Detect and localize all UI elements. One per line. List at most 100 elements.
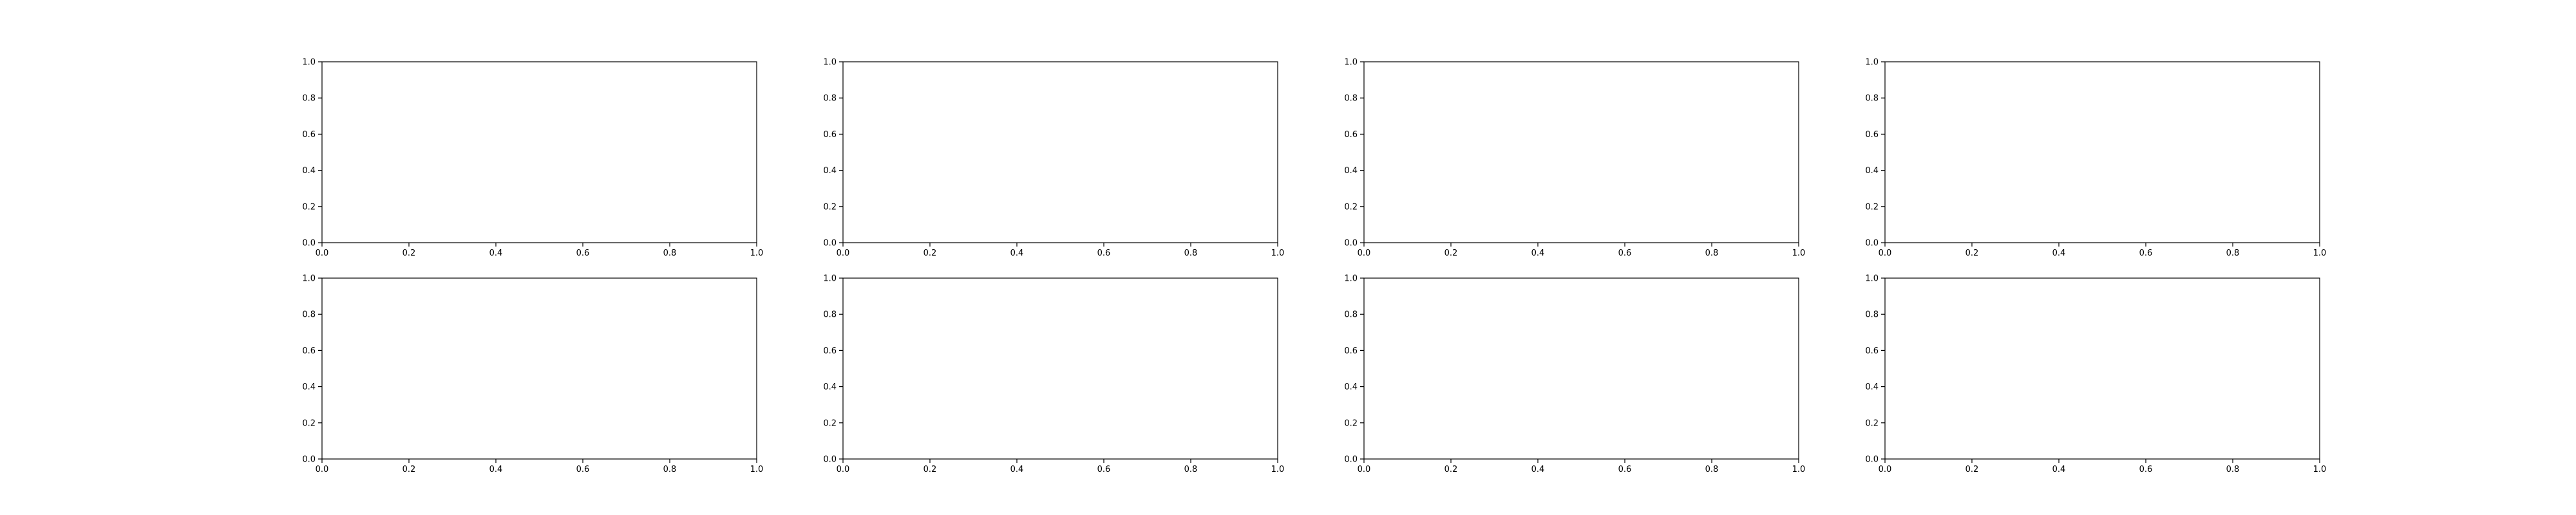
y-tick-label: 0.6 xyxy=(302,346,316,356)
axes-frame xyxy=(321,61,757,243)
x-tick-label: 0.0 xyxy=(1358,248,1371,258)
y-tick-label: 0.4 xyxy=(1344,166,1358,176)
y-tick-label: 1.0 xyxy=(1344,274,1358,284)
x-tick-label: 0.0 xyxy=(1358,465,1371,474)
y-tick-label: 0.6 xyxy=(1344,346,1358,356)
x-tick-label: 0.2 xyxy=(402,465,416,474)
y-tick-label: 0.6 xyxy=(1865,346,1879,356)
subplot-8: 0.0 0.2 0.4 0.6 0.8 1.0 0.0 0.2 0.4 0.6 0.8 1.0 xyxy=(1865,274,2326,475)
y-tick-label: 1.0 xyxy=(1865,274,1879,284)
x-tick-label: 0.0 xyxy=(1879,465,1892,474)
subplot-5: 0.0 0.2 0.4 0.6 0.8 1.0 0.0 0.2 0.4 0.6 0.8 1.0 xyxy=(302,274,763,475)
y-tick-label: 0.0 xyxy=(302,455,316,465)
x-tick-label: 0.6 xyxy=(576,248,590,258)
y-tick-label: 0.2 xyxy=(1344,202,1358,212)
y-tick-label: 0.6 xyxy=(823,346,837,356)
x-tick-label: 0.4 xyxy=(1531,248,1545,258)
x-tick-label: 0.6 xyxy=(1097,248,1111,258)
x-tick-label: 0.6 xyxy=(1618,248,1632,258)
subplot-7: 0.0 0.2 0.4 0.6 0.8 1.0 0.0 0.2 0.4 0.6 0.8 1.0 xyxy=(1344,274,1805,475)
x-tick-label: 1.0 xyxy=(2313,465,2327,474)
y-tick-label: 0.8 xyxy=(1344,94,1358,104)
x-tick-label: 1.0 xyxy=(1271,465,1285,474)
x-tick-label: 0.8 xyxy=(2226,465,2240,474)
y-tick-label: 0.8 xyxy=(1344,310,1358,320)
x-tick-label: 0.2 xyxy=(1444,248,1458,258)
x-tick-label: 0.8 xyxy=(1705,248,1719,258)
subplot-3: 0.0 0.2 0.4 0.6 0.8 1.0 0.0 0.2 0.4 0.6 0.8 1.0 xyxy=(1344,58,1805,259)
y-tick-label: 1.0 xyxy=(302,274,316,284)
y-tick-label: 0.8 xyxy=(1865,94,1879,104)
subplot-6: 0.0 0.2 0.4 0.6 0.8 1.0 0.0 0.2 0.4 0.6 0.8 1.0 xyxy=(823,274,1284,475)
x-tick-label: 0.4 xyxy=(1010,248,1024,258)
x-tick-label: 0.2 xyxy=(923,465,937,474)
x-tick-label: 0.4 xyxy=(489,465,503,474)
axes-frame xyxy=(1363,61,1799,243)
y-tick-label: 0.8 xyxy=(823,310,837,320)
x-tick-label: 0.4 xyxy=(2052,465,2066,474)
y-tick-label: 0.2 xyxy=(302,202,316,212)
x-tick-label: 0.8 xyxy=(2226,248,2240,258)
y-tick-label: 0.8 xyxy=(302,94,316,104)
y-tick-label: 0.4 xyxy=(1344,382,1358,392)
y-tick-label: 1.0 xyxy=(1344,58,1358,68)
x-tick-label: 0.0 xyxy=(1879,248,1892,258)
x-tick-label: 1.0 xyxy=(1792,248,1806,258)
x-tick-label: 0.2 xyxy=(1965,465,1979,474)
x-tick-label: 0.0 xyxy=(316,248,329,258)
y-tick-label: 0.2 xyxy=(302,418,316,428)
x-tick-label: 0.6 xyxy=(2139,248,2153,258)
x-tick-label: 0.8 xyxy=(1184,465,1198,474)
y-tick-label: 0.4 xyxy=(823,382,837,392)
x-tick-label: 0.2 xyxy=(402,248,416,258)
x-tick-label: 0.0 xyxy=(837,248,850,258)
x-tick-label: 1.0 xyxy=(1792,465,1806,474)
x-tick-label: 1.0 xyxy=(750,465,764,474)
x-tick-label: 0.0 xyxy=(316,465,329,474)
x-tick-label: 0.6 xyxy=(1097,465,1111,474)
x-tick-label: 1.0 xyxy=(2313,248,2327,258)
x-tick-label: 1.0 xyxy=(1271,248,1285,258)
y-tick-label: 0.4 xyxy=(1865,166,1879,176)
y-tick-label: 0.2 xyxy=(823,418,837,428)
axes-frame xyxy=(1884,277,2320,460)
axes-frame xyxy=(1884,61,2320,243)
y-tick-label: 0.0 xyxy=(1865,455,1879,465)
y-tick-label: 0.8 xyxy=(302,310,316,320)
y-tick-label: 0.6 xyxy=(1344,130,1358,140)
x-tick-label: 0.4 xyxy=(2052,248,2066,258)
y-tick-label: 1.0 xyxy=(302,58,316,68)
subplot-4: 0.0 0.2 0.4 0.6 0.8 1.0 0.0 0.2 0.4 0.6 0.8 1.0 xyxy=(1865,58,2326,259)
y-tick-label: 0.4 xyxy=(1865,382,1879,392)
x-tick-label: 0.8 xyxy=(1705,465,1719,474)
subplot-2: 0.0 0.2 0.4 0.6 0.8 1.0 0.0 0.2 0.4 0.6 0.8 1.0 xyxy=(823,58,1284,259)
x-tick-label: 0.6 xyxy=(2139,465,2153,474)
y-tick-label: 0.0 xyxy=(1344,239,1358,248)
x-tick-label: 0.8 xyxy=(1184,248,1198,258)
x-tick-label: 0.2 xyxy=(923,248,937,258)
y-tick-label: 0.4 xyxy=(823,166,837,176)
y-tick-label: 1.0 xyxy=(823,274,837,284)
y-tick-label: 0.6 xyxy=(823,130,837,140)
y-tick-label: 0.6 xyxy=(302,130,316,140)
y-tick-label: 1.0 xyxy=(823,58,837,68)
y-tick-label: 0.8 xyxy=(823,94,837,104)
y-tick-label: 0.0 xyxy=(823,239,837,248)
y-tick-label: 0.2 xyxy=(1344,418,1358,428)
y-tick-label: 0.6 xyxy=(1865,130,1879,140)
x-tick-label: 0.2 xyxy=(1965,248,1979,258)
axes-frame xyxy=(321,277,757,460)
axes-frame xyxy=(842,61,1278,243)
x-tick-label: 0.2 xyxy=(1444,465,1458,474)
y-tick-label: 0.0 xyxy=(823,455,837,465)
x-tick-label: 1.0 xyxy=(750,248,764,258)
x-tick-label: 0.4 xyxy=(1010,465,1024,474)
subplot-1: 0.0 0.2 0.4 0.6 0.8 1.0 0.0 0.2 0.4 0.6 0.8 1.0 xyxy=(302,58,763,259)
y-tick-label: 0.0 xyxy=(1865,239,1879,248)
y-tick-label: 0.4 xyxy=(302,166,316,176)
x-tick-label: 0.6 xyxy=(576,465,590,474)
x-tick-label: 0.0 xyxy=(837,465,850,474)
y-tick-label: 1.0 xyxy=(1865,58,1879,68)
